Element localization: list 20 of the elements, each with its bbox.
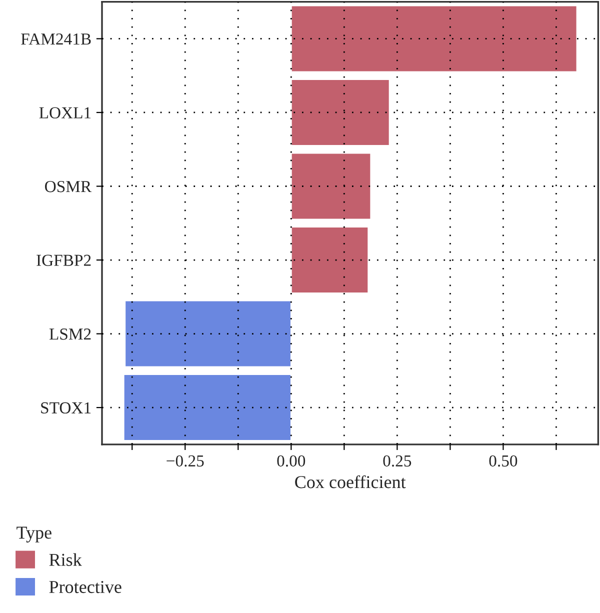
bar bbox=[124, 300, 292, 368]
bar bbox=[290, 152, 372, 220]
x-tick-label: −0.25 bbox=[166, 455, 204, 467]
x-tick-label: 0.50 bbox=[489, 455, 518, 467]
bar bbox=[290, 4, 578, 73]
y-tick-label: FAM241B bbox=[21, 33, 91, 45]
bar bbox=[290, 226, 370, 294]
y-tick-label: LOXL1 bbox=[39, 107, 91, 118]
y-tick-label: IGFBP2 bbox=[36, 254, 91, 266]
legend-title: Type bbox=[16, 526, 52, 542]
legend-label: Protective bbox=[49, 580, 122, 594]
y-tick-label: LSM2 bbox=[49, 328, 91, 340]
bar bbox=[122, 374, 292, 442]
y-tick-label: STOX1 bbox=[41, 402, 91, 414]
legend-label: Risk bbox=[49, 553, 82, 566]
y-tick-label: OSMR bbox=[45, 180, 92, 192]
x-axis-title: Cox coefficient bbox=[295, 475, 406, 488]
x-tick-label: 0.25 bbox=[383, 455, 412, 467]
x-tick-label: 0.00 bbox=[277, 455, 306, 467]
bar bbox=[290, 78, 390, 146]
